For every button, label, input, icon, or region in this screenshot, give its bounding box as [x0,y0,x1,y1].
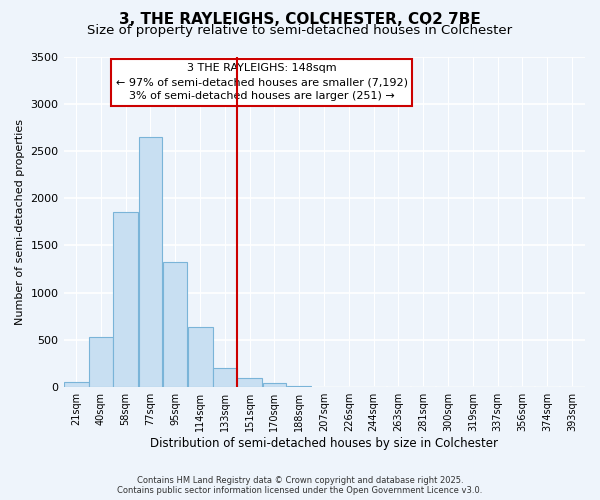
Bar [263,384,286,387]
Bar [163,262,187,387]
Bar [64,382,89,387]
Bar [188,326,212,387]
Text: Size of property relative to semi-detached houses in Colchester: Size of property relative to semi-detach… [88,24,512,37]
Text: 3, THE RAYLEIGHS, COLCHESTER, CO2 7BE: 3, THE RAYLEIGHS, COLCHESTER, CO2 7BE [119,12,481,28]
Bar [213,368,236,387]
Bar [113,212,138,387]
X-axis label: Distribution of semi-detached houses by size in Colchester: Distribution of semi-detached houses by … [150,437,498,450]
Text: 3 THE RAYLEIGHS: 148sqm
← 97% of semi-detached houses are smaller (7,192)
3% of : 3 THE RAYLEIGHS: 148sqm ← 97% of semi-de… [116,63,407,101]
Bar [139,137,162,387]
Bar [237,378,262,387]
Bar [89,337,113,387]
Bar [287,386,311,387]
Y-axis label: Number of semi-detached properties: Number of semi-detached properties [15,119,25,325]
Text: Contains HM Land Registry data © Crown copyright and database right 2025.
Contai: Contains HM Land Registry data © Crown c… [118,476,482,495]
